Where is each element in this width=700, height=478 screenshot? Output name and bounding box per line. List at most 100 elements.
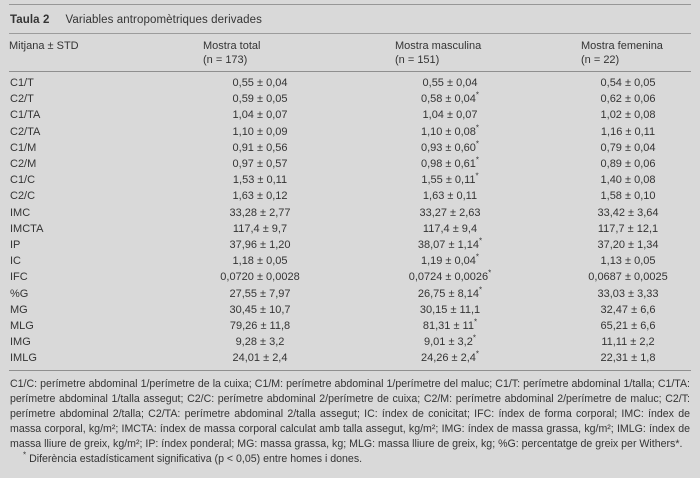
value-masculina: 0,93 ± 0,60* [420,139,480,154]
variable-label: C2/TA [10,125,41,138]
value-femenina: 32,47 ± 6,6 [600,303,656,316]
value-masculina: 1,19 ± 0,04* [420,252,480,268]
value-masculina: 33,27 ± 2,63 [419,206,481,219]
table-row: C1/M 0,91 ± 0,56 0,93 ± 0,60* 0,79 ± 0,0… [9,140,691,156]
variable-label: %G [10,287,29,300]
value-total: 1,10 ± 0,09 [232,125,288,138]
value-total: 0,0720 ± 0,0028 [220,271,300,284]
value-femenina: 11,11 ± 2,2 [601,336,655,349]
value-masculina: 81,31 ± 11* [422,317,478,333]
value-masculina: 9,01 ± 3,2* [424,333,476,349]
variable-label: C2/C [10,190,36,203]
variable-label: IP [10,239,21,252]
significance-note: * Diferència estadísticament significati… [10,450,690,467]
significance-asterisk: * [475,171,479,181]
value-masculina: 1,63 ± 0,11 [422,190,478,203]
value-total: 37,96 ± 1,20 [229,239,291,252]
table-row: C2/TA 1,10 ± 0,09 1,10 ± 0,08* 1,16 ± 0,… [9,122,691,140]
value-femenina: 1,58 ± 0,10 [600,190,656,203]
column-header-mitjana: Mitjana ± STD [9,34,185,72]
table-row: IMG 9,28 ± 3,2 9,01 ± 3,2* 11,11 ± 2,2 [9,334,691,350]
value-total: 1,53 ± 0,11 [232,174,288,187]
paper-table-page: Taula 2 Variables antropomètriques deriva… [9,4,691,467]
significance-asterisk: * [23,450,27,460]
anthropometric-table: Mitjana ± STD Mostra total (n = 173) Mos… [9,34,691,371]
value-femenina: 0,89 ± 0,06 [600,158,656,171]
table-caption: Taula 2 Variables antropomètriques deriva… [9,5,691,33]
value-total: 1,63 ± 0,12 [232,190,288,203]
table-body: C1/T 0,55 ± 0,04 0,55 ± 0,04 0,54 ± 0,05… [9,72,691,371]
value-total: 1,18 ± 0,05 [232,255,288,268]
value-masculina: 0,55 ± 0,04 [422,77,478,89]
column-label: Mostra masculina [395,40,482,52]
value-femenina: 33,03 ± 3,33 [597,287,659,300]
value-total: 0,59 ± 0,05 [232,93,288,106]
value-masculina: 38,07 ± 1,14* [417,236,483,252]
column-header-mostra-masculina: Mostra masculina (n = 151) [335,34,565,72]
top-rule [9,4,691,5]
footnotes: C1/C: perímetre abdominal 1/perímetre de… [9,371,691,467]
table-header: Mitjana ± STD Mostra total (n = 173) Mos… [9,34,691,72]
value-masculina: 24,26 ± 2,4* [335,350,565,371]
table-row: IFC 0,0720 ± 0,0028 0,0724 ± 0,0026* 0,0… [9,269,691,285]
value-total: 117,4 ± 9,7 [232,222,288,235]
table-row: C1/C 1,53 ± 0,11 1,55 ± 0,11* 1,40 ± 0,0… [9,172,691,188]
value-total: 24,01 ± 2,4 [185,350,335,371]
value-femenina: 0,62 ± 0,06 [600,93,656,106]
value-total: 79,26 ± 11,8 [229,320,291,333]
significance-asterisk: * [475,122,480,132]
value-masculina: 0,98 ± 0,61* [420,155,480,171]
value-total: 9,28 ± 3,2 [235,336,285,349]
variable-label: C2/T [10,93,34,106]
value-masculina: 117,4 ± 9,4 [422,222,478,235]
abbreviations-note: C1/C: perímetre abdominal 1/perímetre de… [10,377,690,450]
table-row: MG 30,45 ± 10,7 30,15 ± 11,1 32,47 ± 6,6 [9,302,691,318]
value-femenina: 22,31 ± 1,8 [565,350,691,371]
column-label: Mostra femenina [581,40,663,52]
table-row: C1/T 0,55 ± 0,04 0,55 ± 0,04 0,54 ± 0,05 [9,72,691,92]
table-row: IC 1,18 ± 0,05 1,19 ± 0,04* 1,13 ± 0,05 [9,253,691,269]
value-total: 27,55 ± 7,97 [229,287,291,300]
value-total: 1,04 ± 0,07 [232,109,288,122]
variable-label: IMC [10,206,31,219]
variable-label: MLG [10,320,34,333]
value-femenina: 1,40 ± 0,08 [600,174,656,187]
variable-label: IMG [10,336,31,349]
value-femenina: 1,02 ± 0,08 [600,109,656,122]
significance-asterisk: * [488,268,492,278]
table-row: C1/TA 1,04 ± 0,07 1,04 ± 0,07 1,02 ± 0,0… [9,107,691,123]
table-title: Variables antropomètriques derivades [65,14,262,26]
value-femenina: 0,0687 ± 0,0025 [588,271,668,284]
value-masculina: 1,10 ± 0,08* [420,122,480,138]
table-row: %G 27,55 ± 7,97 26,75 ± 8,14* 33,03 ± 3,… [9,285,691,302]
significance-text: Diferència estadísticament significativa… [26,452,363,465]
column-header-mostra-total: Mostra total (n = 173) [185,34,335,72]
table-row: C2/M 0,97 ± 0,57 0,98 ± 0,61* 0,89 ± 0,0… [9,156,691,172]
table-row: C2/T 0,59 ± 0,05 0,58 ± 0,04* 0,62 ± 0,0… [9,91,691,107]
value-masculina: 0,58 ± 0,04* [420,90,480,106]
table-number: Taula 2 [10,14,50,26]
significance-asterisk: * [472,333,476,343]
significance-asterisk: * [475,139,480,149]
value-masculina: 0,0724 ± 0,0026* [408,268,492,284]
significance-asterisk: * [478,236,483,246]
variable-label: C1/M [10,141,37,154]
header-row: Mitjana ± STD Mostra total (n = 173) Mos… [9,34,691,72]
value-femenina: 1,16 ± 0,11 [600,125,656,138]
column-label: Mitjana ± STD [9,40,79,52]
value-masculina: 30,15 ± 11,1 [419,303,481,316]
value-femenina: 37,20 ± 1,34 [597,239,659,252]
variable-label: C1/T [10,77,34,89]
table-row: C2/C 1,63 ± 0,12 1,63 ± 0,11 1,58 ± 0,10 [9,188,691,204]
significance-asterisk: * [475,155,480,165]
variable-label: IC [10,255,21,268]
value-femenina: 0,79 ± 0,04 [600,141,656,154]
table-row: MLG 79,26 ± 11,8 81,31 ± 11* 65,21 ± 6,6 [9,318,691,334]
variable-label: IFC [10,271,28,284]
value-total: 33,28 ± 2,77 [229,206,291,219]
variable-label: IMLG [9,350,185,371]
table-row: IMLG 24,01 ± 2,4 24,26 ± 2,4* 22,31 ± 1,… [9,350,691,371]
value-femenina: 65,21 ± 6,6 [600,320,656,333]
table-row: IMC 33,28 ± 2,77 33,27 ± 2,63 33,42 ± 3,… [9,205,691,221]
column-label: Mostra total [203,40,261,52]
